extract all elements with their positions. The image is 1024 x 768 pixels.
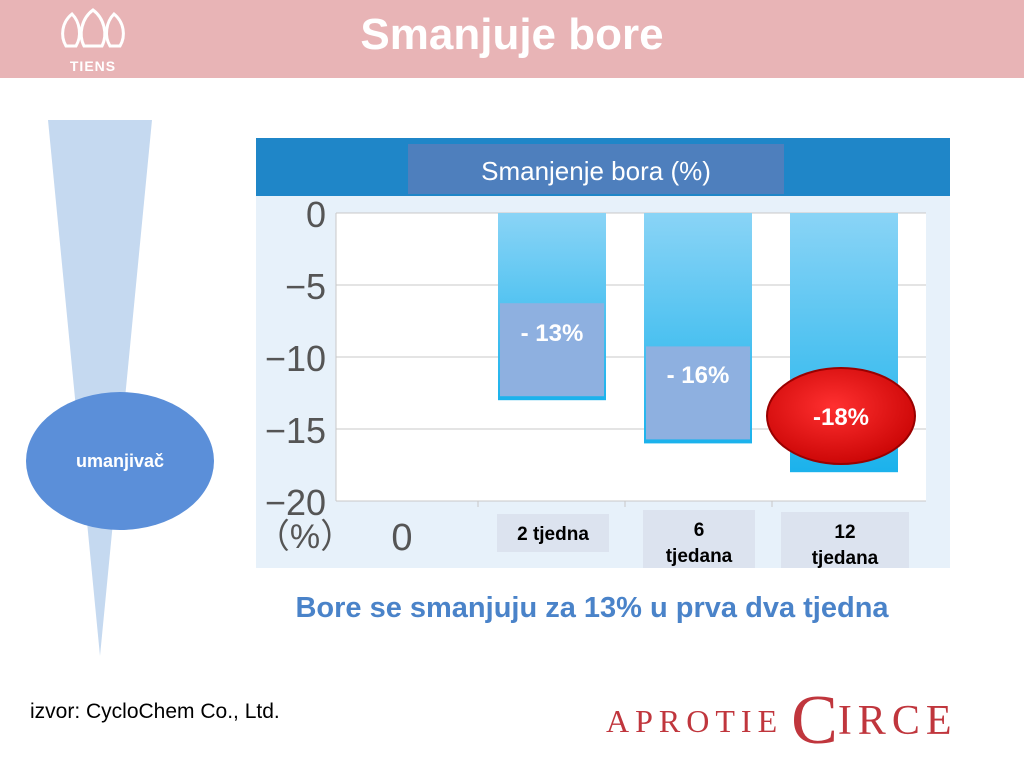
logo-text: TIENS: [69, 58, 117, 74]
y-tick-label: −15: [265, 410, 326, 451]
data-label: - 16%: [667, 362, 730, 389]
tiens-logo: TIENS: [56, 8, 130, 76]
reducer-circle: umanjivač: [26, 392, 214, 530]
brand-part-2: C: [791, 682, 838, 759]
y-tick-label: 0: [306, 194, 326, 235]
data-label: - 13%: [521, 320, 584, 347]
data-label-box: [646, 346, 750, 440]
chart-title-box: [408, 144, 784, 194]
caption: Bore se smanjuju za 13% u prva dva tjedn…: [295, 592, 889, 624]
y-unit-label: （%）: [256, 518, 354, 556]
bar-chart-svg: Smanjenje bora (%) - 13% - 16% -18% 0 −5 −10…: [256, 138, 950, 584]
x-category-box: [497, 514, 609, 552]
y-tick-label: −10: [265, 338, 326, 379]
brand-part-3: IRCE: [837, 698, 958, 744]
data-label: -18%: [813, 404, 869, 431]
source-note: izvor: CycloChem Co., Ltd.: [30, 700, 280, 723]
page-title: Smanjuje bore: [360, 10, 664, 59]
y-tick-label: −5: [285, 266, 326, 307]
x-category-label: 2 tjedna: [517, 524, 589, 545]
highlight-ellipse: [766, 367, 916, 465]
chart: Smanjenje bora (%) - 13% - 16% -18% 0 −5 −10…: [256, 138, 950, 584]
lotus-icon: [61, 8, 125, 48]
chart-title: Smanjenje bora (%): [481, 156, 711, 186]
aprotie-circe-logo: APROTIE C IRCE: [606, 686, 957, 756]
y-tick-label: −20: [265, 482, 326, 523]
brand-part-1: APROTIE: [606, 702, 784, 739]
x-zero-label: 0: [391, 517, 412, 559]
x-category-label: 6 tjedana: [666, 520, 733, 567]
data-label-box: [500, 303, 604, 397]
x-category-label: 12 tjedana: [812, 522, 879, 568]
funnel-shape: [48, 120, 152, 656]
header-bar: TIENS Smanjuje bore: [0, 0, 1024, 78]
circle-label: umanjivač: [75, 450, 165, 471]
